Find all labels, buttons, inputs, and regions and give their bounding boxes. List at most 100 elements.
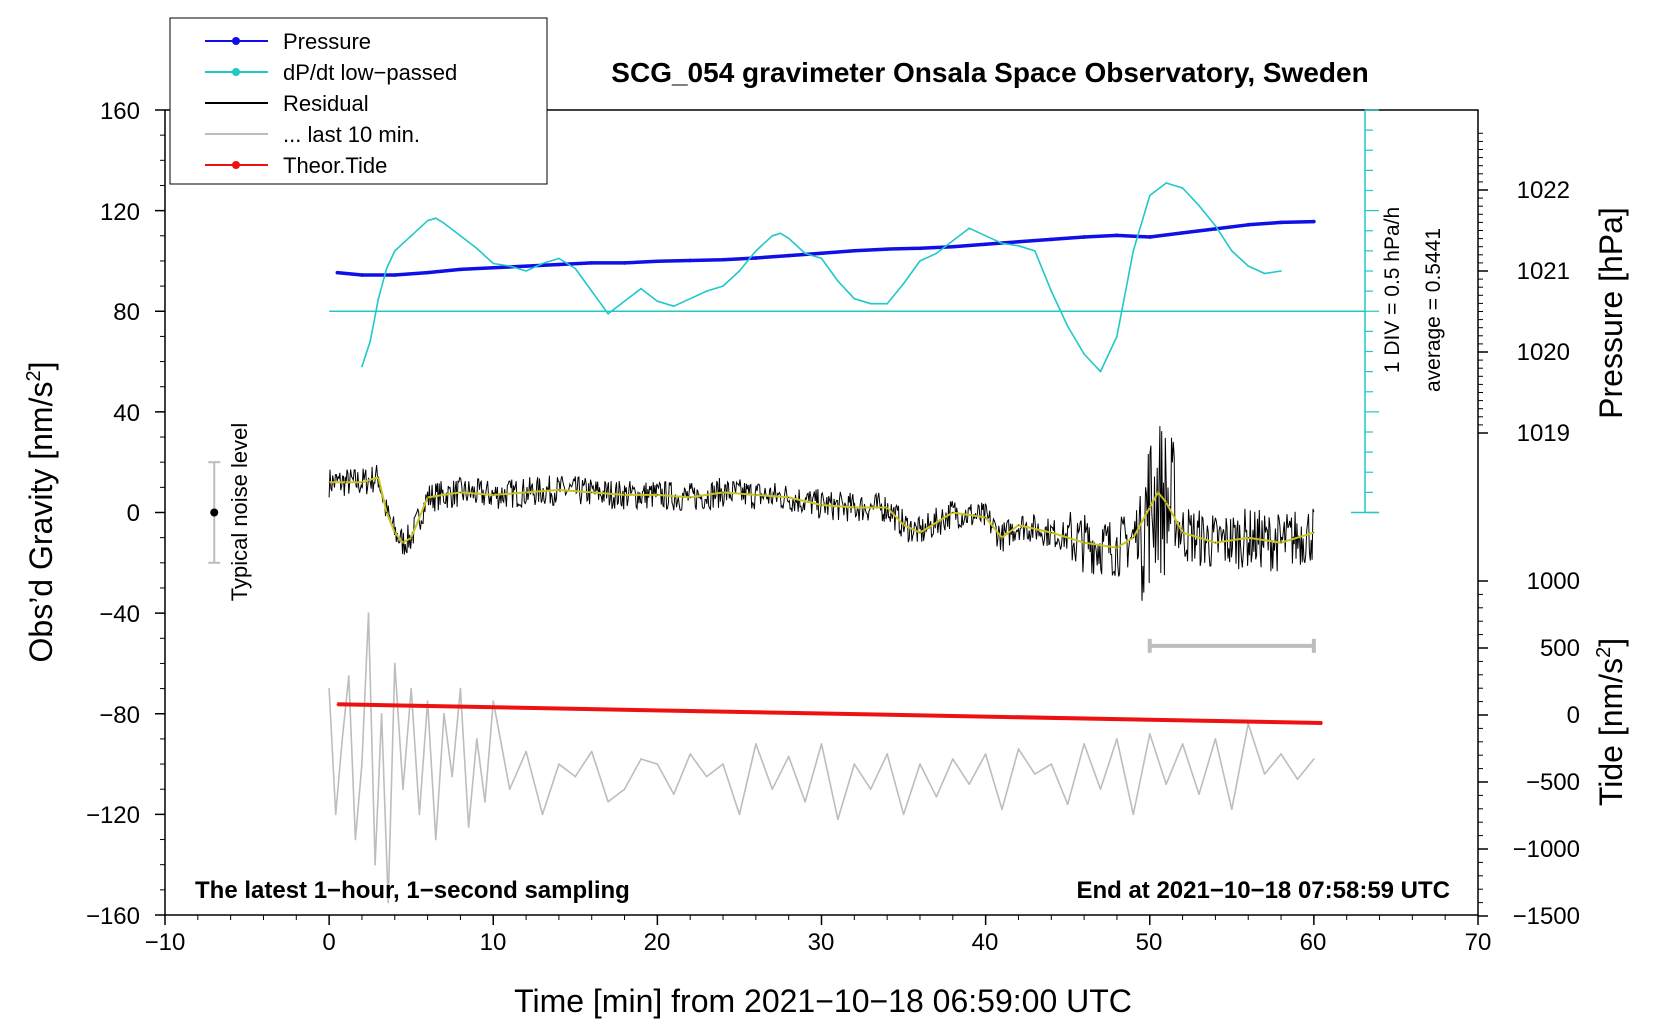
residual-point — [853, 506, 855, 508]
y-tick-label: −160 — [86, 903, 140, 930]
residual-point — [788, 496, 790, 498]
series-3-point — [1083, 743, 1085, 745]
series-1-point — [1034, 250, 1036, 252]
series-3-point — [1034, 773, 1036, 775]
series-0-point — [1082, 235, 1086, 239]
legend-label: ... last 10 min. — [283, 122, 420, 147]
residual-point — [1157, 491, 1159, 493]
series-0-point — [1016, 240, 1021, 244]
residual-point — [624, 494, 626, 496]
series-0-point — [819, 251, 824, 255]
series-3-point — [607, 800, 609, 803]
series-3-point — [508, 788, 511, 791]
residual-point — [722, 491, 724, 493]
series-0-point — [524, 264, 528, 268]
series-3-point — [484, 800, 486, 803]
series-3-point — [837, 818, 839, 821]
chart-title: SCG_054 gravimeter Onsala Space Observat… — [611, 57, 1368, 88]
series-1-point — [623, 300, 626, 302]
residual-point — [1083, 542, 1085, 544]
x-tick-label: 40 — [972, 929, 999, 956]
residual-point — [919, 532, 921, 534]
series-3-point — [689, 753, 691, 755]
series-3-point — [919, 763, 921, 765]
series-3-point — [1263, 773, 1266, 775]
series-1-point — [607, 312, 609, 315]
series-3-point — [451, 775, 454, 778]
series-0-point — [721, 257, 725, 262]
series-1-point — [820, 257, 823, 260]
tide-tick-label: −500 — [1526, 769, 1580, 796]
y-axis-title-left-main: Obs’d Gravity [nm/s — [23, 382, 59, 663]
series-3-point — [574, 775, 577, 778]
series-0-point — [425, 270, 430, 275]
series-1-point — [1050, 290, 1053, 292]
series-1-point — [1116, 335, 1118, 338]
residual-point — [689, 496, 691, 498]
series-1-line — [361, 182, 1282, 373]
x-tick-label: 20 — [644, 929, 671, 956]
series-0-point — [1049, 237, 1054, 242]
series-1-point — [771, 234, 774, 237]
series-3-point — [1181, 743, 1184, 745]
legend-box — [169, 17, 548, 185]
series-3-point — [804, 800, 806, 803]
series-4-line — [337, 702, 1323, 725]
legend-label: Theor.Tide — [283, 153, 387, 178]
tide-tick-label: −1500 — [1513, 903, 1580, 930]
residual-point — [1280, 542, 1282, 544]
tide-tick-label: 0 — [1567, 702, 1580, 729]
series-0-point — [458, 267, 463, 272]
series-3-point — [1066, 803, 1069, 806]
series-3-point — [820, 743, 823, 745]
series-3-point — [361, 763, 363, 765]
residual-point — [377, 476, 379, 478]
residual-point — [1165, 501, 1167, 503]
y-axis-title-tide-end: ] — [1593, 638, 1629, 647]
series-3-point — [402, 788, 404, 791]
tide-tick-label: 500 — [1540, 635, 1580, 662]
series-1-point — [640, 287, 642, 290]
residual-point — [1001, 537, 1003, 539]
y-tick-label: 160 — [100, 98, 140, 125]
residual-point — [886, 506, 888, 508]
x-tick-label: 70 — [1465, 929, 1492, 956]
legend-label: Pressure — [283, 29, 371, 54]
series-3-point — [558, 763, 560, 765]
y-tick-label: 120 — [100, 199, 140, 226]
series-0-point — [918, 246, 922, 251]
pressure-tick-label: 1022 — [1517, 177, 1570, 204]
series-3-point — [367, 612, 370, 614]
series-3-point — [935, 795, 938, 798]
x-tick-label: 0 — [322, 929, 335, 956]
series-3-point — [374, 863, 376, 866]
tide-tick-label: 1000 — [1527, 568, 1580, 595]
series-1-point — [1165, 182, 1167, 184]
plot-frame — [164, 109, 1479, 916]
series-3-point — [722, 763, 724, 765]
series-1-point — [968, 227, 971, 230]
series-3-point — [410, 687, 412, 690]
series-1-point — [1198, 204, 1200, 207]
x-axis-title: Time [min] from 2021−10−18 06:59:00 UTC — [514, 983, 1132, 1019]
residual-point — [427, 496, 429, 498]
pressure-tick-label: 1020 — [1517, 339, 1570, 366]
y-axis-title-tide-main: Tide [nm/s — [1593, 658, 1629, 806]
series-3-point — [418, 813, 421, 816]
series-1-point — [1263, 272, 1266, 275]
x-tick-label: −10 — [145, 929, 186, 956]
series-3-point — [755, 743, 757, 745]
series-1-point — [369, 340, 371, 343]
series-0-line — [337, 219, 1314, 277]
residual-point — [402, 542, 404, 544]
residual-point — [591, 491, 593, 493]
bottom-left-note: The latest 1−hour, 1−second sampling — [195, 877, 630, 904]
residual-point — [821, 504, 822, 506]
series-3-point — [853, 763, 856, 765]
series-3-point — [380, 712, 383, 715]
series-1-point — [1181, 187, 1184, 189]
series-3-point — [354, 838, 357, 841]
series-1-point — [1001, 242, 1003, 245]
series-0-point — [1246, 223, 1251, 227]
